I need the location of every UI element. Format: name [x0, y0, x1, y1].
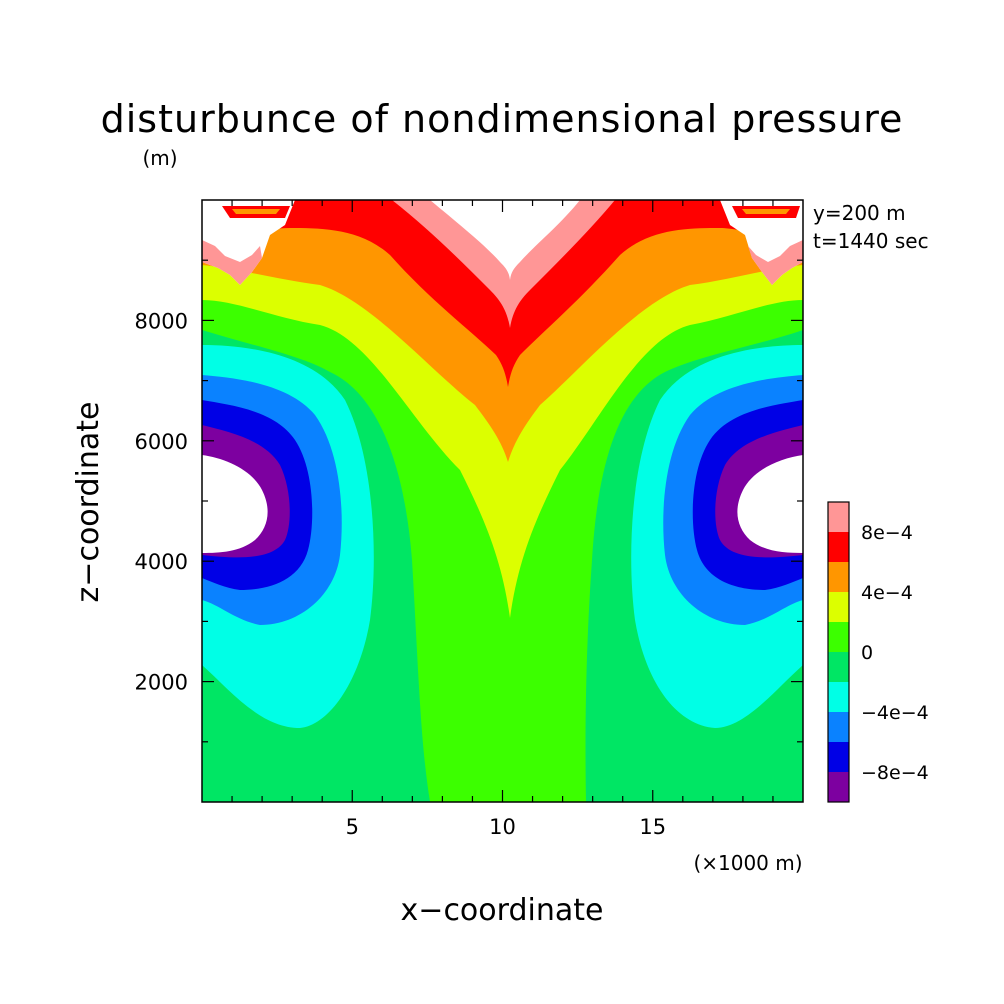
- colorbar-swatch: [828, 652, 849, 682]
- y-axis-label: z−coordinate: [71, 402, 106, 603]
- y-tick-label: 6000: [135, 430, 188, 454]
- contour-field: [202, 200, 803, 802]
- contour-band-above-1e-3-top: [430, 200, 580, 280]
- corner-top-left-pink: [202, 240, 262, 285]
- low-pressure-right: [631, 345, 803, 728]
- low-left-band-below-minus-1e-3: [202, 455, 268, 553]
- x-tick-label: 15: [639, 815, 666, 839]
- colorbar-swatch: [828, 682, 849, 712]
- low-right-band-below-minus-1e-3: [737, 455, 803, 553]
- colorbar-swatch: [828, 772, 849, 802]
- chart-title: disturbunce of nondimensional pressure: [101, 97, 904, 141]
- colorbar-label: −8e−4: [861, 762, 929, 784]
- x-tick-label: 10: [489, 815, 516, 839]
- colorbar-swatch: [828, 532, 849, 562]
- colorbar-swatch: [828, 712, 849, 742]
- axis-ticks: [202, 200, 803, 802]
- axis-tick-labels: 5 10 15 2000 4000 6000 8000: [135, 309, 667, 839]
- corner-top-left-orange: [232, 209, 280, 214]
- x-axis-label: x−coordinate: [401, 893, 604, 928]
- colorbar-swatch: [828, 562, 849, 592]
- annotation-y-position: y=200 m: [813, 201, 906, 225]
- colorbar-swatch: [828, 502, 849, 532]
- corner-top-right-orange: [742, 209, 790, 214]
- colorbar-swatch: [828, 742, 849, 772]
- y-tick-label: 8000: [135, 309, 188, 333]
- colorbar-label: −4e−4: [861, 702, 929, 724]
- colorbar-label: 4e−4: [861, 582, 913, 604]
- colorbar-swatch: [828, 592, 849, 622]
- x-tick-label: 5: [346, 815, 359, 839]
- y-axis-unit: (m): [142, 146, 177, 170]
- colorbar-label: 8e−4: [861, 522, 913, 544]
- x-axis-unit: (×1000 m): [693, 851, 802, 875]
- y-tick-label: 2000: [135, 671, 188, 695]
- colorbar-label: 0: [861, 642, 873, 664]
- annotation-time: t=1440 sec: [813, 229, 929, 253]
- y-tick-label: 4000: [135, 550, 188, 574]
- corner-top-right-pink: [748, 240, 803, 285]
- colorbar-swatch: [828, 622, 849, 652]
- low-pressure-left: [202, 345, 374, 728]
- colorbar-frame: [827, 501, 850, 803]
- colorbar: −8e−4 −4e−4 0 4e−4 8e−4: [827, 501, 929, 803]
